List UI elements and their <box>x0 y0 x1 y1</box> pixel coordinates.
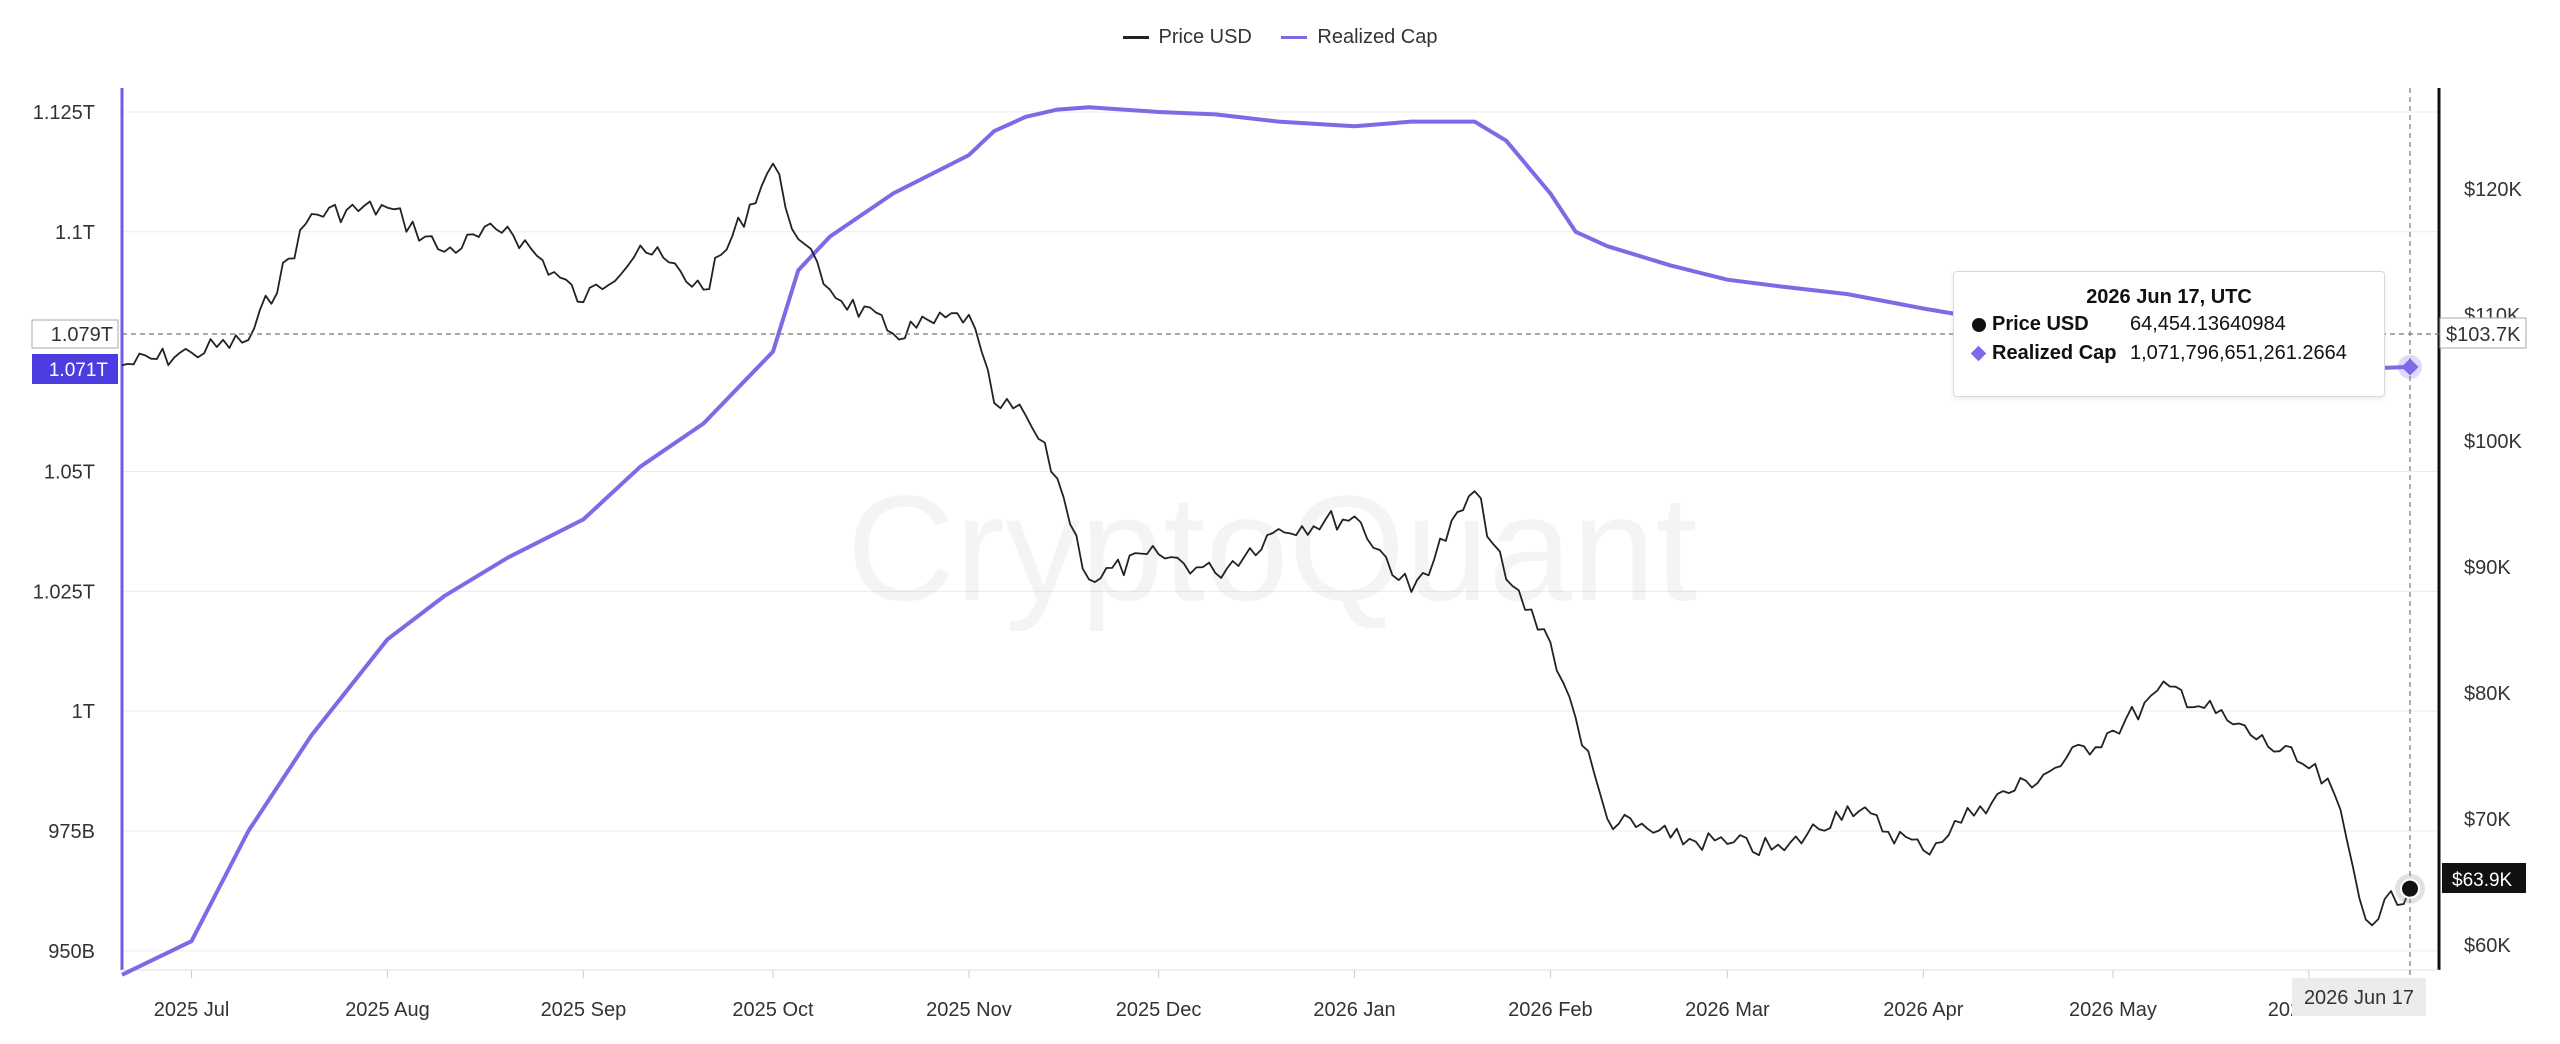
price-marker-dot <box>2400 878 2420 899</box>
crosshair-right-label: $103.7K <box>2439 317 2527 349</box>
right-axis-tick-label: $120K <box>2464 179 2522 201</box>
left-axis-ticks: 950B 975B 1T 1.025T 1.05T 1.1T 1.125T <box>33 102 95 963</box>
legend-label-price: Price USD <box>1158 26 1252 48</box>
x-axis-tick-label: 2025 Jul <box>154 999 230 1021</box>
tooltip-row-realized-cap: Realized Cap 1,071,796,651,261.2664 <box>1954 340 2384 367</box>
x-axis-tick-label: 2026 May <box>2069 999 2157 1021</box>
legend: Price USD Realized Cap <box>0 22 2560 49</box>
right-axis-tick-label: $80K <box>2464 683 2511 705</box>
price-swatch <box>1122 36 1149 39</box>
tooltip-realized-cap-value: 1,071,796,651,261.2664 <box>2130 342 2347 364</box>
realized-cap-badge: 1.071T <box>32 354 118 384</box>
realized-cap-swatch <box>1281 36 1308 39</box>
price-dot-icon <box>1972 318 1986 332</box>
left-axis-tick-label: 1.125T <box>33 102 95 124</box>
price-current-marker <box>2395 873 2425 904</box>
crosshair-left-label-text: 1.079T <box>51 324 113 346</box>
tooltip-date: 2026 Jun 17, UTC <box>2086 286 2252 308</box>
right-axis-tick-label: $60K <box>2464 935 2511 957</box>
x-axis-tick-label: 2025 Aug <box>345 999 430 1021</box>
legend-label-realized-cap: Realized Cap <box>1317 26 1438 48</box>
left-axis-tick-label: 975B <box>48 821 95 843</box>
x-axis-tick-label: 2026 Jan <box>1313 999 1395 1021</box>
crosshair-left-label: 1.079T <box>31 319 119 349</box>
realized-cap-diamond-icon <box>1970 345 1987 362</box>
right-axis-tick-label: $90K <box>2464 557 2511 579</box>
x-axis-tick-label: 2025 Oct <box>732 999 814 1021</box>
gridlines <box>122 111 2439 952</box>
right-axis-tick-label: $70K <box>2464 809 2511 831</box>
tooltip-price-value: 64,454.13640984 <box>2130 313 2286 335</box>
legend-item-price[interactable]: Price USD <box>1122 26 1252 49</box>
watermark: CryptoQuant <box>847 464 1697 632</box>
x-axis-tick-label: 2026 Apr <box>1883 999 1963 1021</box>
legend-item-realized-cap[interactable]: Realized Cap <box>1281 26 1438 49</box>
price-usd-line[interactable] <box>121 162 2411 927</box>
tooltip: 2026 Jun 17, UTC Price USD 64,454.136409… <box>1953 271 2385 397</box>
x-axis-tick-label: 2025 Sep <box>541 999 627 1021</box>
crosshair-right-label-text: $103.7K <box>2446 324 2521 346</box>
left-axis-tick-label: 1.05T <box>44 461 95 483</box>
tooltip-price-name: Price USD <box>1992 313 2089 335</box>
realized-cap-badge-text: 1.071T <box>49 360 109 381</box>
crosshair-x-label: 2026 Jun 17 <box>2292 978 2426 1016</box>
left-axis-tick-label: 1T <box>72 701 95 723</box>
price-badge-text: $63.9K <box>2452 870 2513 891</box>
x-axis-tick-label: 2025 Nov <box>926 999 1012 1021</box>
x-axis-tick-label: 2026 Mar <box>1685 999 1770 1021</box>
x-axis-tick-label: 2026 Feb <box>1508 999 1593 1021</box>
left-axis-tick-label: 950B <box>48 941 95 963</box>
tooltip-realized-cap-name: Realized Cap <box>1992 342 2117 364</box>
x-axis-ticks: 2025 Jul 2025 Aug 2025 Sep 2025 Oct 2025 Nov… <box>154 970 2350 1021</box>
price-badge: $63.9K <box>2442 863 2526 893</box>
tooltip-row-price: Price USD 64,454.13640984 <box>1954 311 2384 338</box>
left-axis-tick-label: 1.025T <box>33 581 95 603</box>
crosshair-x-label-text: 2026 Jun 17 <box>2304 987 2414 1009</box>
right-axis-ticks: $60K$70K$80K$90K$100K$110K$120K <box>2464 179 2522 957</box>
right-axis-tick-label: $100K <box>2464 431 2522 453</box>
left-axis-tick-label: 1.1T <box>55 222 95 244</box>
x-axis-tick-label: 2025 Dec <box>1116 999 1202 1021</box>
realized-cap-current-marker <box>2398 354 2422 379</box>
